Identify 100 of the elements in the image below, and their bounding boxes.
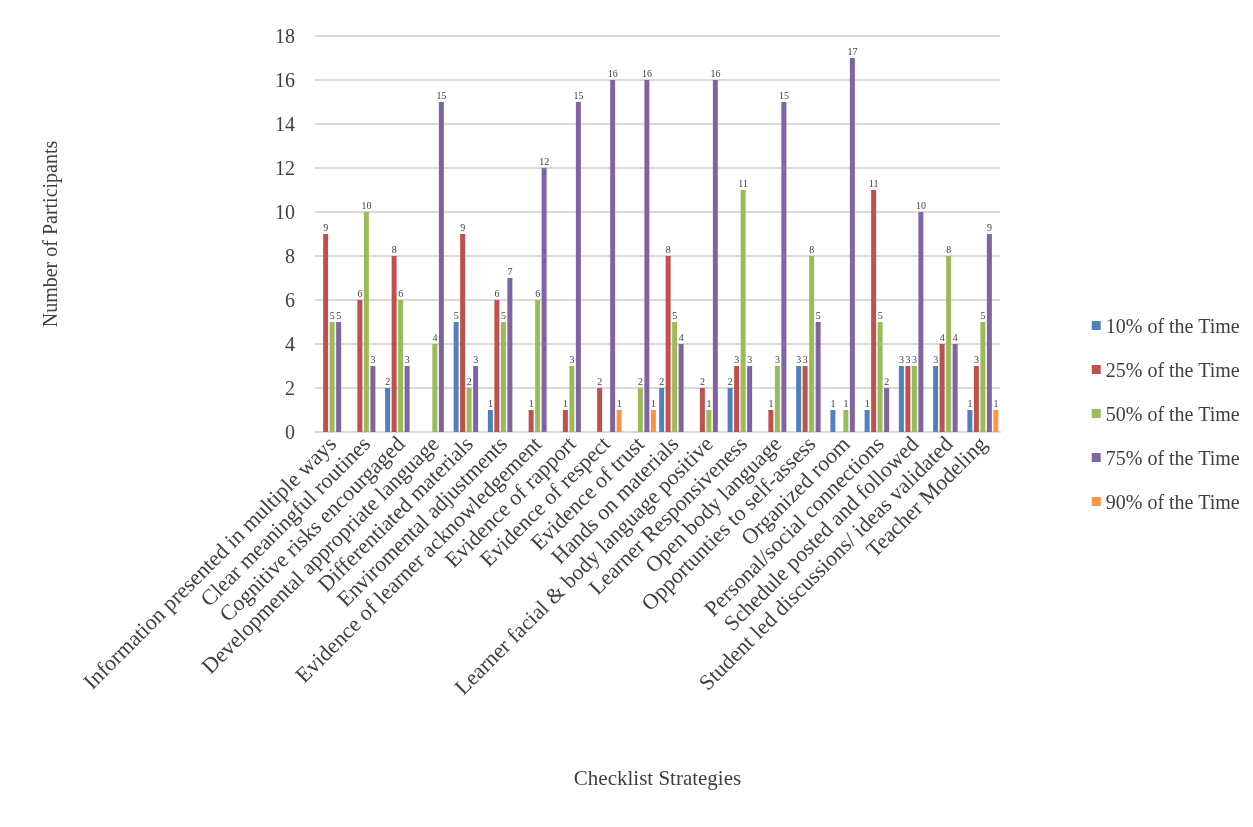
data-label: 3	[569, 353, 575, 365]
data-label: 4	[952, 331, 958, 343]
data-label: 1	[843, 397, 849, 409]
data-label: 1	[967, 397, 973, 409]
bar	[802, 366, 808, 432]
bar	[781, 102, 787, 432]
bar	[385, 388, 391, 432]
data-label: 5	[672, 309, 678, 321]
bar	[500, 322, 506, 432]
bar	[323, 234, 329, 432]
bar	[877, 322, 883, 432]
data-label: 16	[710, 67, 721, 79]
data-label: 2	[884, 375, 890, 387]
data-label: 3	[473, 353, 479, 365]
data-label: 3	[905, 353, 911, 365]
data-label: 1	[616, 397, 622, 409]
bar	[712, 80, 718, 432]
bar	[363, 212, 369, 432]
data-label: 11	[738, 177, 748, 189]
bar	[706, 410, 712, 432]
bar	[952, 344, 958, 432]
bar	[535, 300, 541, 432]
data-label: 3	[973, 353, 979, 365]
bar	[905, 366, 911, 432]
bar	[980, 322, 986, 432]
data-label: 2	[699, 375, 705, 387]
bar	[871, 190, 877, 432]
data-label: 3	[370, 353, 376, 365]
bar	[650, 410, 656, 432]
bar	[610, 80, 616, 432]
bar	[487, 410, 493, 432]
bar	[370, 366, 376, 432]
bar	[466, 388, 472, 432]
data-label: 3	[734, 353, 740, 365]
data-label: 6	[357, 287, 363, 299]
data-label: 5	[877, 309, 883, 321]
legend-label: 90% of the Time	[1105, 490, 1240, 513]
y-tick-label: 8	[285, 245, 295, 267]
bar	[933, 366, 939, 432]
data-label: 4	[678, 331, 684, 343]
bar	[884, 388, 890, 432]
data-label: 5	[336, 309, 342, 321]
bar	[946, 256, 952, 432]
data-label: 10	[361, 199, 372, 211]
data-label: 2	[637, 375, 643, 387]
data-label: 16	[641, 67, 652, 79]
bar	[460, 234, 466, 432]
data-label: 5	[329, 309, 335, 321]
data-label: 2	[385, 375, 391, 387]
data-label: 12	[539, 155, 550, 167]
bar	[494, 300, 500, 432]
bar	[329, 322, 335, 432]
data-label: 3	[774, 353, 780, 365]
bar	[815, 322, 821, 432]
bar	[699, 388, 705, 432]
bar	[727, 388, 733, 432]
data-label: 5	[815, 309, 821, 321]
bar	[597, 388, 603, 432]
data-label: 3	[911, 353, 917, 365]
data-label: 9	[460, 221, 466, 233]
data-label: 8	[809, 243, 815, 255]
bar	[747, 366, 753, 432]
bar	[336, 322, 342, 432]
legend-label: 75% of the Time	[1105, 446, 1240, 469]
data-label: 2	[466, 375, 472, 387]
data-label: 1	[864, 397, 870, 409]
data-label: 8	[665, 243, 671, 255]
data-label: 3	[404, 353, 410, 365]
data-label: 15	[436, 89, 447, 101]
data-label: 3	[898, 353, 904, 365]
data-label: 7	[507, 265, 513, 277]
x-axis-title: Checklist Strategies	[573, 765, 742, 790]
bar	[678, 344, 684, 432]
data-label: 8	[946, 243, 952, 255]
data-label: 2	[597, 375, 603, 387]
y-tick-label: 16	[275, 69, 295, 91]
bar	[774, 366, 780, 432]
bar	[644, 80, 650, 432]
y-tick-label: 0	[285, 421, 295, 443]
data-label: 17	[847, 45, 858, 57]
bar	[967, 410, 973, 432]
data-label: 1	[528, 397, 534, 409]
bar	[740, 190, 746, 432]
bar	[843, 410, 849, 432]
data-label: 16	[607, 67, 618, 79]
data-label: 1	[487, 397, 493, 409]
data-label: 6	[494, 287, 500, 299]
data-label: 1	[562, 397, 568, 409]
y-tick-label: 14	[275, 113, 295, 135]
bar	[453, 322, 459, 432]
data-label: 2	[659, 375, 665, 387]
data-label: 3	[796, 353, 802, 365]
bar	[637, 388, 643, 432]
data-label: 1	[706, 397, 712, 409]
legend-label: 25% of the Time	[1105, 358, 1240, 381]
y-tick-label: 6	[285, 289, 295, 311]
bar	[391, 256, 397, 432]
bar	[528, 410, 534, 432]
bar	[575, 102, 581, 432]
bar	[830, 410, 836, 432]
